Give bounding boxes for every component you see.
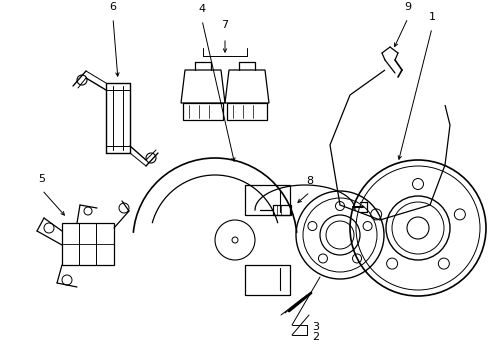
Bar: [62, 223, 114, 265]
Text: 9: 9: [404, 2, 411, 12]
Text: 5: 5: [39, 174, 45, 184]
Text: 3: 3: [311, 322, 318, 332]
Bar: [272, 205, 290, 215]
Text: 8: 8: [306, 176, 313, 186]
Text: 4: 4: [198, 4, 205, 14]
Text: 1: 1: [427, 12, 435, 22]
Text: 2: 2: [311, 332, 319, 342]
Text: 7: 7: [221, 20, 228, 30]
Text: 6: 6: [109, 2, 116, 12]
